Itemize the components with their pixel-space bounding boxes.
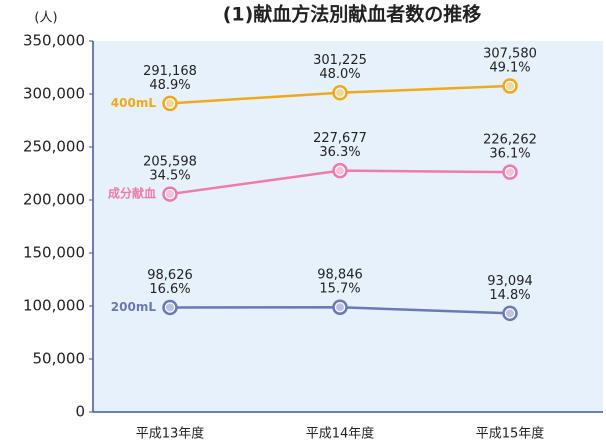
chart-title: (1)献血方法別献血者数の推移: [223, 3, 482, 26]
x-tick-label: 平成15年度: [476, 426, 545, 442]
x-tick-label: 平成14年度: [306, 426, 375, 442]
share-label: 48.9%: [149, 78, 190, 93]
y-unit: (人): [34, 11, 57, 26]
marker: [332, 84, 348, 101]
y-tick-label: 50,000: [33, 350, 86, 368]
marker-fill: [336, 303, 344, 312]
share-label: 36.3%: [319, 145, 360, 160]
marker-fill: [166, 303, 174, 312]
marker-fill: [506, 168, 514, 177]
marker-fill: [166, 99, 174, 108]
share-label: 49.1%: [489, 60, 530, 75]
y-tick-label: 100,000: [23, 297, 85, 315]
value-label: 205,598: [143, 155, 197, 170]
marker: [162, 299, 178, 316]
share-label: 34.5%: [149, 169, 190, 184]
y-tick-label: 200,000: [23, 191, 85, 209]
value-label: 226,262: [483, 133, 537, 148]
marker: [502, 164, 518, 180]
marker-fill: [506, 309, 514, 318]
y-tick-label: 250,000: [23, 138, 85, 156]
marker-fill: [336, 166, 344, 175]
marker: [332, 299, 348, 315]
series-label: 成分献血: [108, 186, 156, 201]
x-tick-label: 平成13年度: [136, 426, 205, 442]
share-label: 16.6%: [149, 282, 190, 297]
share-label: 14.8%: [489, 288, 530, 303]
series-label: 400mL: [111, 96, 157, 110]
value-label: 98,846: [317, 268, 363, 283]
marker: [162, 95, 178, 112]
marker: [502, 305, 518, 322]
value-label: 227,677: [313, 131, 367, 146]
share-label: 15.7%: [319, 282, 360, 297]
y-tick-label: 150,000: [23, 244, 85, 262]
value-label: 291,168: [143, 64, 197, 79]
marker: [162, 186, 178, 202]
marker-fill: [336, 88, 344, 97]
marker: [502, 78, 518, 94]
marker: [332, 162, 348, 179]
marker-fill: [506, 81, 514, 90]
share-label: 36.1%: [489, 147, 530, 162]
y-tick-label: 350,000: [23, 32, 85, 50]
share-label: 48.0%: [319, 67, 360, 82]
y-tick-label: 0: [75, 403, 85, 421]
value-label: 93,094: [487, 274, 533, 289]
y-tick-label: 300,000: [23, 85, 85, 103]
value-label: 301,225: [313, 53, 367, 68]
value-label: 98,626: [147, 268, 193, 283]
value-label: 307,580: [483, 46, 537, 61]
series-label: 200mL: [111, 300, 157, 314]
marker-fill: [166, 190, 174, 199]
